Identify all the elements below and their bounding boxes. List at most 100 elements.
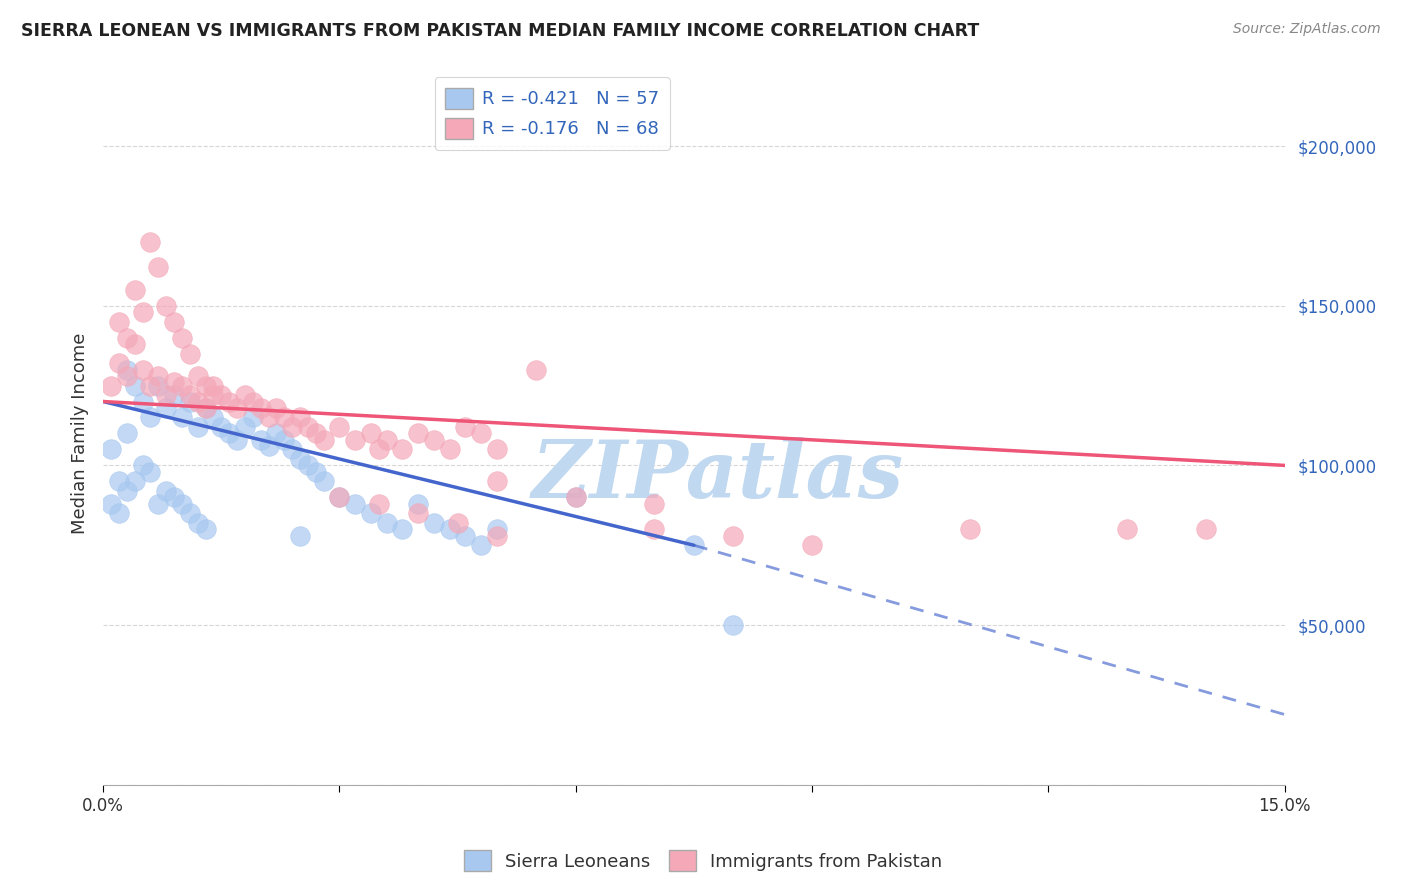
Point (108, 315, 131, 329)
Point (564, 491, 586, 505)
Legend: R = -0.421   N = 57, R = -0.176   N = 68: R = -0.421 N = 57, R = -0.176 N = 68 (434, 77, 669, 150)
Point (344, 433, 367, 447)
Point (485, 522, 508, 536)
Point (273, 410, 295, 425)
Point (163, 376, 186, 390)
Point (305, 426, 328, 441)
Point (139, 410, 162, 425)
Point (108, 356, 131, 370)
Point (124, 475, 146, 489)
Point (124, 337, 146, 351)
Point (218, 426, 240, 441)
Point (148, 368, 170, 383)
Point (139, 378, 162, 392)
Point (328, 420, 350, 434)
Point (439, 442, 461, 457)
Point (257, 439, 280, 453)
Point (115, 426, 138, 441)
Point (360, 426, 382, 441)
Point (100, 378, 122, 392)
Point (328, 491, 350, 505)
Point (100, 497, 122, 511)
Point (305, 465, 328, 479)
Point (281, 420, 304, 434)
Point (242, 410, 264, 425)
Point (959, 522, 981, 536)
Point (124, 378, 146, 392)
Point (454, 420, 477, 434)
Point (108, 475, 131, 489)
Point (179, 346, 201, 360)
Point (209, 420, 232, 434)
Point (406, 497, 429, 511)
Point (297, 420, 319, 434)
Point (643, 497, 665, 511)
Point (148, 260, 170, 275)
Point (194, 401, 217, 415)
Point (367, 497, 389, 511)
Point (312, 433, 335, 447)
Point (202, 378, 225, 392)
Legend: Sierra Leoneans, Immigrants from Pakistan: Sierra Leoneans, Immigrants from Pakista… (457, 843, 949, 879)
Point (179, 394, 201, 409)
Point (312, 475, 335, 489)
Point (470, 538, 492, 552)
Point (1116, 522, 1139, 536)
Point (155, 401, 177, 415)
Point (218, 394, 240, 409)
Point (723, 529, 745, 543)
Point (801, 538, 824, 552)
Point (406, 506, 429, 520)
Point (163, 315, 186, 329)
Point (139, 235, 162, 249)
Point (470, 426, 492, 441)
Point (485, 529, 508, 543)
Point (163, 388, 186, 402)
Point (281, 442, 304, 457)
Point (423, 516, 446, 530)
Point (391, 522, 413, 536)
Point (367, 442, 389, 457)
Point (115, 331, 138, 345)
Point (328, 491, 350, 505)
Point (242, 394, 264, 409)
Text: ZIPatlas: ZIPatlas (531, 437, 904, 515)
Point (194, 378, 217, 392)
Point (249, 433, 271, 447)
Point (375, 516, 398, 530)
Point (297, 458, 319, 473)
Point (439, 522, 461, 536)
Point (723, 618, 745, 632)
Point (170, 497, 193, 511)
Point (683, 538, 706, 552)
Point (131, 305, 153, 319)
Point (249, 401, 271, 415)
Point (423, 433, 446, 447)
Point (170, 410, 193, 425)
Text: SIERRA LEONEAN VS IMMIGRANTS FROM PAKISTAN MEDIAN FAMILY INCOME CORRELATION CHAR: SIERRA LEONEAN VS IMMIGRANTS FROM PAKIST… (21, 22, 980, 40)
Point (524, 362, 547, 376)
Text: Source: ZipAtlas.com: Source: ZipAtlas.com (1233, 22, 1381, 37)
Point (131, 362, 153, 376)
Point (344, 497, 367, 511)
Point (233, 388, 256, 402)
Point (187, 394, 209, 409)
Point (115, 362, 138, 376)
Point (1195, 522, 1218, 536)
Point (266, 426, 288, 441)
Point (202, 410, 225, 425)
Point (257, 410, 280, 425)
Point (273, 433, 295, 447)
Point (170, 331, 193, 345)
Point (375, 433, 398, 447)
Point (226, 401, 249, 415)
Point (108, 506, 131, 520)
Point (485, 475, 508, 489)
Point (115, 483, 138, 498)
Point (170, 378, 193, 392)
Point (406, 426, 429, 441)
Point (115, 368, 138, 383)
Point (139, 465, 162, 479)
Point (124, 283, 146, 297)
Point (179, 506, 201, 520)
